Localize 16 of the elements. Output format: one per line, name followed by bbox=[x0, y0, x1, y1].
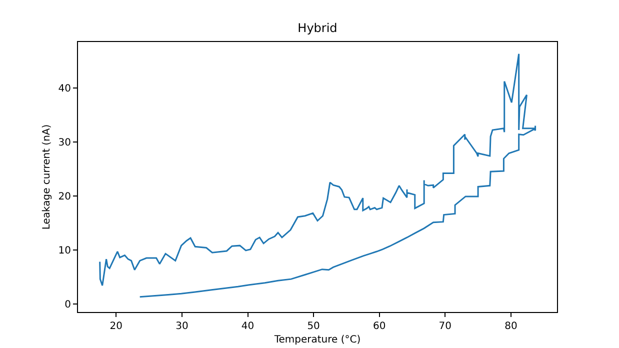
x-axis-title: Temperature (°C) bbox=[273, 334, 361, 346]
y-tick-label: 10 bbox=[58, 245, 71, 256]
chart-title: Hybrid bbox=[298, 21, 338, 36]
x-tick-label: 70 bbox=[438, 321, 452, 332]
x-tick-label: 50 bbox=[307, 321, 320, 332]
y-tick-label: 30 bbox=[58, 137, 71, 148]
x-tick-label: 80 bbox=[504, 321, 518, 332]
y-tick-label: 0 bbox=[64, 299, 71, 310]
x-tick-label: 40 bbox=[241, 321, 254, 332]
y-tick-label: 20 bbox=[58, 191, 71, 202]
line-series bbox=[99, 53, 536, 298]
x-tick-label: 30 bbox=[176, 321, 188, 332]
x-tick-label: 60 bbox=[372, 321, 386, 332]
x-tick-label: 20 bbox=[110, 321, 123, 332]
y-tick-label: 40 bbox=[58, 83, 71, 94]
y-axis-title: Leakage current (nA) bbox=[41, 124, 52, 230]
